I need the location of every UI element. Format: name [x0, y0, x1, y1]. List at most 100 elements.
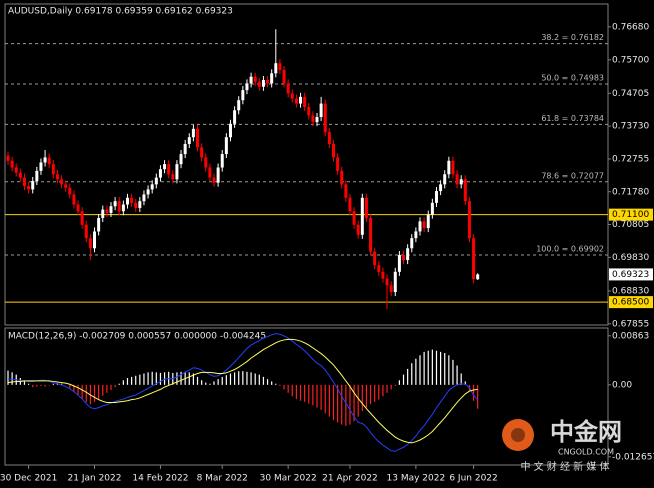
watermark: 中金网 CNGOLD.COM 中 文 财 经 新 媒 体: [502, 418, 622, 473]
candle-body: [249, 76, 253, 84]
candle-body: [430, 202, 434, 215]
candle-body: [467, 201, 471, 239]
candle-body: [200, 147, 204, 158]
x-tick-label: 30 Mar 2022: [260, 474, 317, 484]
watermark-name: 中金网: [550, 418, 622, 446]
candle-body: [426, 214, 430, 229]
candle-body: [43, 157, 47, 163]
candle-body: [14, 167, 18, 173]
candle-body: [64, 184, 68, 188]
level-label-box: [609, 208, 653, 221]
y-tick-label: 0.73730: [612, 122, 649, 132]
candle-body: [196, 128, 200, 148]
candle-body: [51, 164, 55, 175]
y-tick-label: 0.00863: [612, 331, 649, 341]
candle-body: [233, 110, 237, 124]
level-label: 0.71100: [612, 210, 649, 220]
x-tick-label: 21 Jan 2022: [68, 474, 122, 484]
fib-label: 61.8 = 0.73784: [541, 114, 604, 123]
candle-body: [352, 211, 356, 225]
candle-body: [369, 217, 373, 252]
candle-body: [331, 143, 335, 158]
candle-body: [142, 194, 146, 202]
candle-body: [278, 63, 282, 70]
candle-body: [228, 123, 232, 138]
candle-body: [315, 117, 319, 123]
candle-body: [443, 174, 447, 185]
candle-body: [274, 63, 278, 74]
candle-body: [336, 157, 340, 171]
candle-body: [80, 211, 84, 225]
candle-body: [290, 93, 294, 99]
candle-body: [323, 103, 327, 133]
candle-body: [18, 172, 22, 178]
y-tick-label: 0.72755: [612, 154, 649, 164]
y-tick-label: 0.69830: [612, 253, 649, 263]
candle-body: [397, 255, 401, 272]
macd-line: [8, 333, 479, 452]
candle-body: [459, 179, 463, 185]
macd-line: [7, 338, 478, 444]
candle-body: [447, 160, 451, 175]
candle-body: [402, 255, 406, 261]
candle-body: [158, 169, 162, 178]
last-price-box: [609, 268, 653, 281]
candle-body: [101, 209, 105, 218]
candle-body: [109, 206, 113, 213]
y-tick-label: 0.68830: [612, 287, 649, 297]
candle-body: [393, 271, 397, 293]
candle-body: [299, 96, 303, 104]
candle-body: [134, 202, 138, 208]
y-tick-label: 0.74705: [612, 89, 649, 99]
candle-body: [340, 170, 344, 185]
candle-body: [113, 201, 117, 207]
fib-label: 38.2 = 0.76182: [541, 33, 604, 42]
candle-body: [150, 184, 154, 190]
candle-body: [286, 83, 290, 94]
watermark-site: CNGOLD.COM: [558, 448, 614, 457]
macd-title: MACD(12,26,9) -0.002709 0.000557 0.00000…: [8, 332, 266, 342]
candle-body: [105, 209, 109, 213]
candle-body: [348, 197, 352, 212]
candle-body: [344, 184, 348, 198]
candle-body: [47, 157, 51, 165]
candle-body: [138, 201, 142, 208]
candle-body: [167, 164, 171, 175]
fib-label: 78.6 = 0.72077: [541, 171, 604, 180]
level-label-box: [609, 296, 653, 309]
candle-body: [294, 98, 298, 104]
y-tick-label: 0.76680: [612, 22, 649, 32]
candle-body: [130, 197, 134, 203]
candle-body: [360, 197, 364, 235]
candle-body: [55, 174, 59, 180]
candle-body: [439, 184, 443, 192]
candle-body: [72, 194, 76, 205]
candle-body: [187, 137, 191, 144]
candle-body: [163, 164, 167, 170]
candle-body: [97, 217, 101, 232]
candle-body: [220, 154, 224, 168]
candle-body: [261, 80, 265, 87]
candle-body: [414, 231, 418, 239]
candle-body: [68, 187, 72, 195]
candle-body: [93, 231, 97, 249]
candle-body: [385, 278, 389, 286]
candle-body: [88, 238, 92, 249]
macd-panel: [4, 327, 609, 466]
watermark-tagline: 中 文 财 经 新 媒 体: [520, 460, 609, 473]
candle-body: [303, 96, 307, 107]
y-tick-label: -0.012657: [612, 452, 654, 462]
candle-body: [270, 73, 274, 84]
candle-body: [257, 81, 261, 87]
candle-body: [6, 155, 10, 161]
candle-body: [76, 204, 80, 212]
candle-body: [389, 285, 393, 293]
x-tick-label: 14 Feb 2022: [132, 474, 188, 484]
candle-body: [282, 69, 286, 84]
candle-body: [171, 174, 175, 180]
candle-body: [237, 100, 241, 111]
x-tick-label: 21 Apr 2022: [322, 474, 378, 484]
y-tick-label: 0.75700: [612, 55, 649, 65]
y-tick-label: 0.67855: [612, 319, 649, 329]
